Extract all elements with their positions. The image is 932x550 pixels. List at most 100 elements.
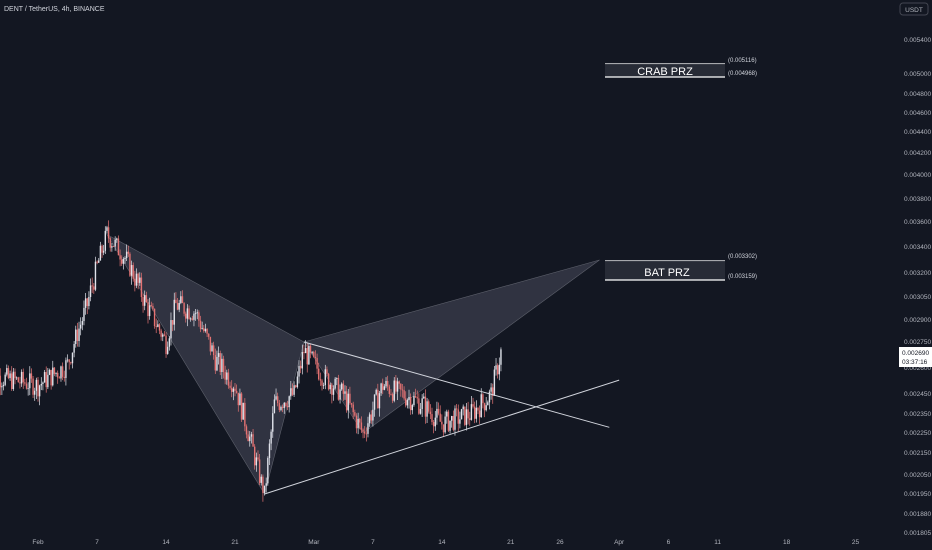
candle — [423, 393, 425, 399]
candle — [38, 384, 41, 406]
candle — [119, 249, 121, 267]
candle — [58, 376, 61, 379]
candle — [385, 377, 387, 389]
y-tick-label: 0.002150 — [904, 450, 931, 457]
candle — [500, 347, 502, 372]
pattern-xab-triangle[interactable] — [106, 233, 305, 495]
candle — [175, 292, 177, 304]
candle — [217, 346, 220, 365]
y-tick-label: 0.005400 — [904, 37, 931, 44]
candle — [331, 382, 333, 404]
price-axis[interactable]: 0.005400 0.005000 0.004800 0.004600 0.004400… — [904, 37, 931, 537]
candle — [42, 381, 44, 391]
candle — [313, 350, 315, 358]
candle — [45, 366, 47, 393]
candle — [408, 389, 410, 409]
last-price-countdown: 03:37:16 — [902, 359, 928, 366]
candle — [398, 380, 400, 390]
candle — [111, 243, 113, 252]
candle — [109, 237, 111, 252]
candle — [316, 353, 318, 375]
candle — [342, 380, 345, 401]
crab-prz-top-value: (0.005116) — [728, 58, 757, 64]
candle — [50, 369, 52, 390]
candle — [383, 384, 386, 391]
candle — [286, 400, 289, 411]
candle — [48, 368, 51, 376]
candle — [137, 272, 139, 290]
candle — [147, 299, 149, 324]
y-tick-label: 0.003400 — [904, 244, 931, 251]
candle — [231, 380, 233, 398]
candle — [211, 342, 213, 352]
candle — [439, 405, 441, 422]
candle — [391, 392, 394, 404]
candle — [63, 370, 65, 382]
candle — [309, 343, 312, 359]
candle — [295, 384, 297, 389]
ascending-trendline[interactable] — [264, 379, 620, 495]
candle — [372, 401, 374, 427]
candle — [464, 406, 466, 427]
candle — [107, 220, 110, 243]
candle — [142, 293, 144, 313]
candle — [9, 370, 11, 381]
candle — [363, 426, 366, 438]
candle — [99, 241, 102, 261]
candle — [93, 283, 95, 294]
candlestick-series — [0, 220, 502, 502]
candle — [32, 376, 34, 398]
candle — [434, 410, 436, 431]
candle — [485, 397, 487, 412]
currency-button-label: USDT — [905, 7, 923, 14]
candle — [367, 416, 369, 438]
candle — [78, 321, 80, 347]
candle — [321, 378, 323, 391]
x-tick-label: 21 — [231, 539, 239, 546]
candle — [232, 386, 235, 401]
candle — [409, 393, 412, 415]
candle — [432, 419, 435, 434]
candle — [311, 351, 313, 355]
candle — [160, 328, 162, 341]
candle — [469, 411, 471, 426]
candle — [221, 353, 223, 380]
candle — [429, 404, 432, 419]
candle — [240, 392, 243, 423]
candle — [250, 431, 253, 444]
candle — [406, 398, 409, 409]
candle — [7, 365, 10, 380]
candle — [135, 268, 138, 289]
candle — [362, 428, 364, 439]
candle — [465, 402, 468, 431]
candle — [303, 344, 305, 360]
currency-button[interactable]: USDT — [899, 2, 929, 16]
candle — [492, 383, 494, 404]
y-tick-label: 0.003200 — [904, 270, 931, 277]
bat-prz-zone[interactable]: BAT PRZ (0.003302) (0.003159) — [605, 254, 757, 281]
candle — [375, 388, 377, 396]
descending-trendline[interactable] — [303, 341, 610, 428]
time-axis[interactable]: Feb 7 14 21 Mar 7 14 21 26 Apr 6 11 18 25 — [32, 539, 859, 546]
crab-prz-zone[interactable]: CRAB PRZ (0.005116) (0.004968) — [605, 58, 757, 78]
candle — [393, 377, 395, 403]
trendlines[interactable] — [264, 341, 620, 495]
candle — [15, 376, 18, 380]
candle — [270, 429, 272, 451]
candle — [496, 363, 499, 379]
candle — [66, 354, 69, 363]
candle — [203, 325, 205, 333]
candle — [22, 368, 24, 389]
candle — [17, 376, 19, 383]
candle — [306, 342, 308, 373]
x-tick-label: 6 — [667, 539, 671, 546]
x-tick-label: 7 — [371, 539, 375, 546]
x-tick-label: Apr — [614, 539, 625, 546]
candle — [396, 377, 399, 400]
x-tick-label: 25 — [852, 539, 860, 546]
candle — [29, 366, 31, 396]
candle — [122, 257, 125, 270]
candle — [449, 420, 451, 434]
x-tick-label: 14 — [438, 539, 446, 546]
